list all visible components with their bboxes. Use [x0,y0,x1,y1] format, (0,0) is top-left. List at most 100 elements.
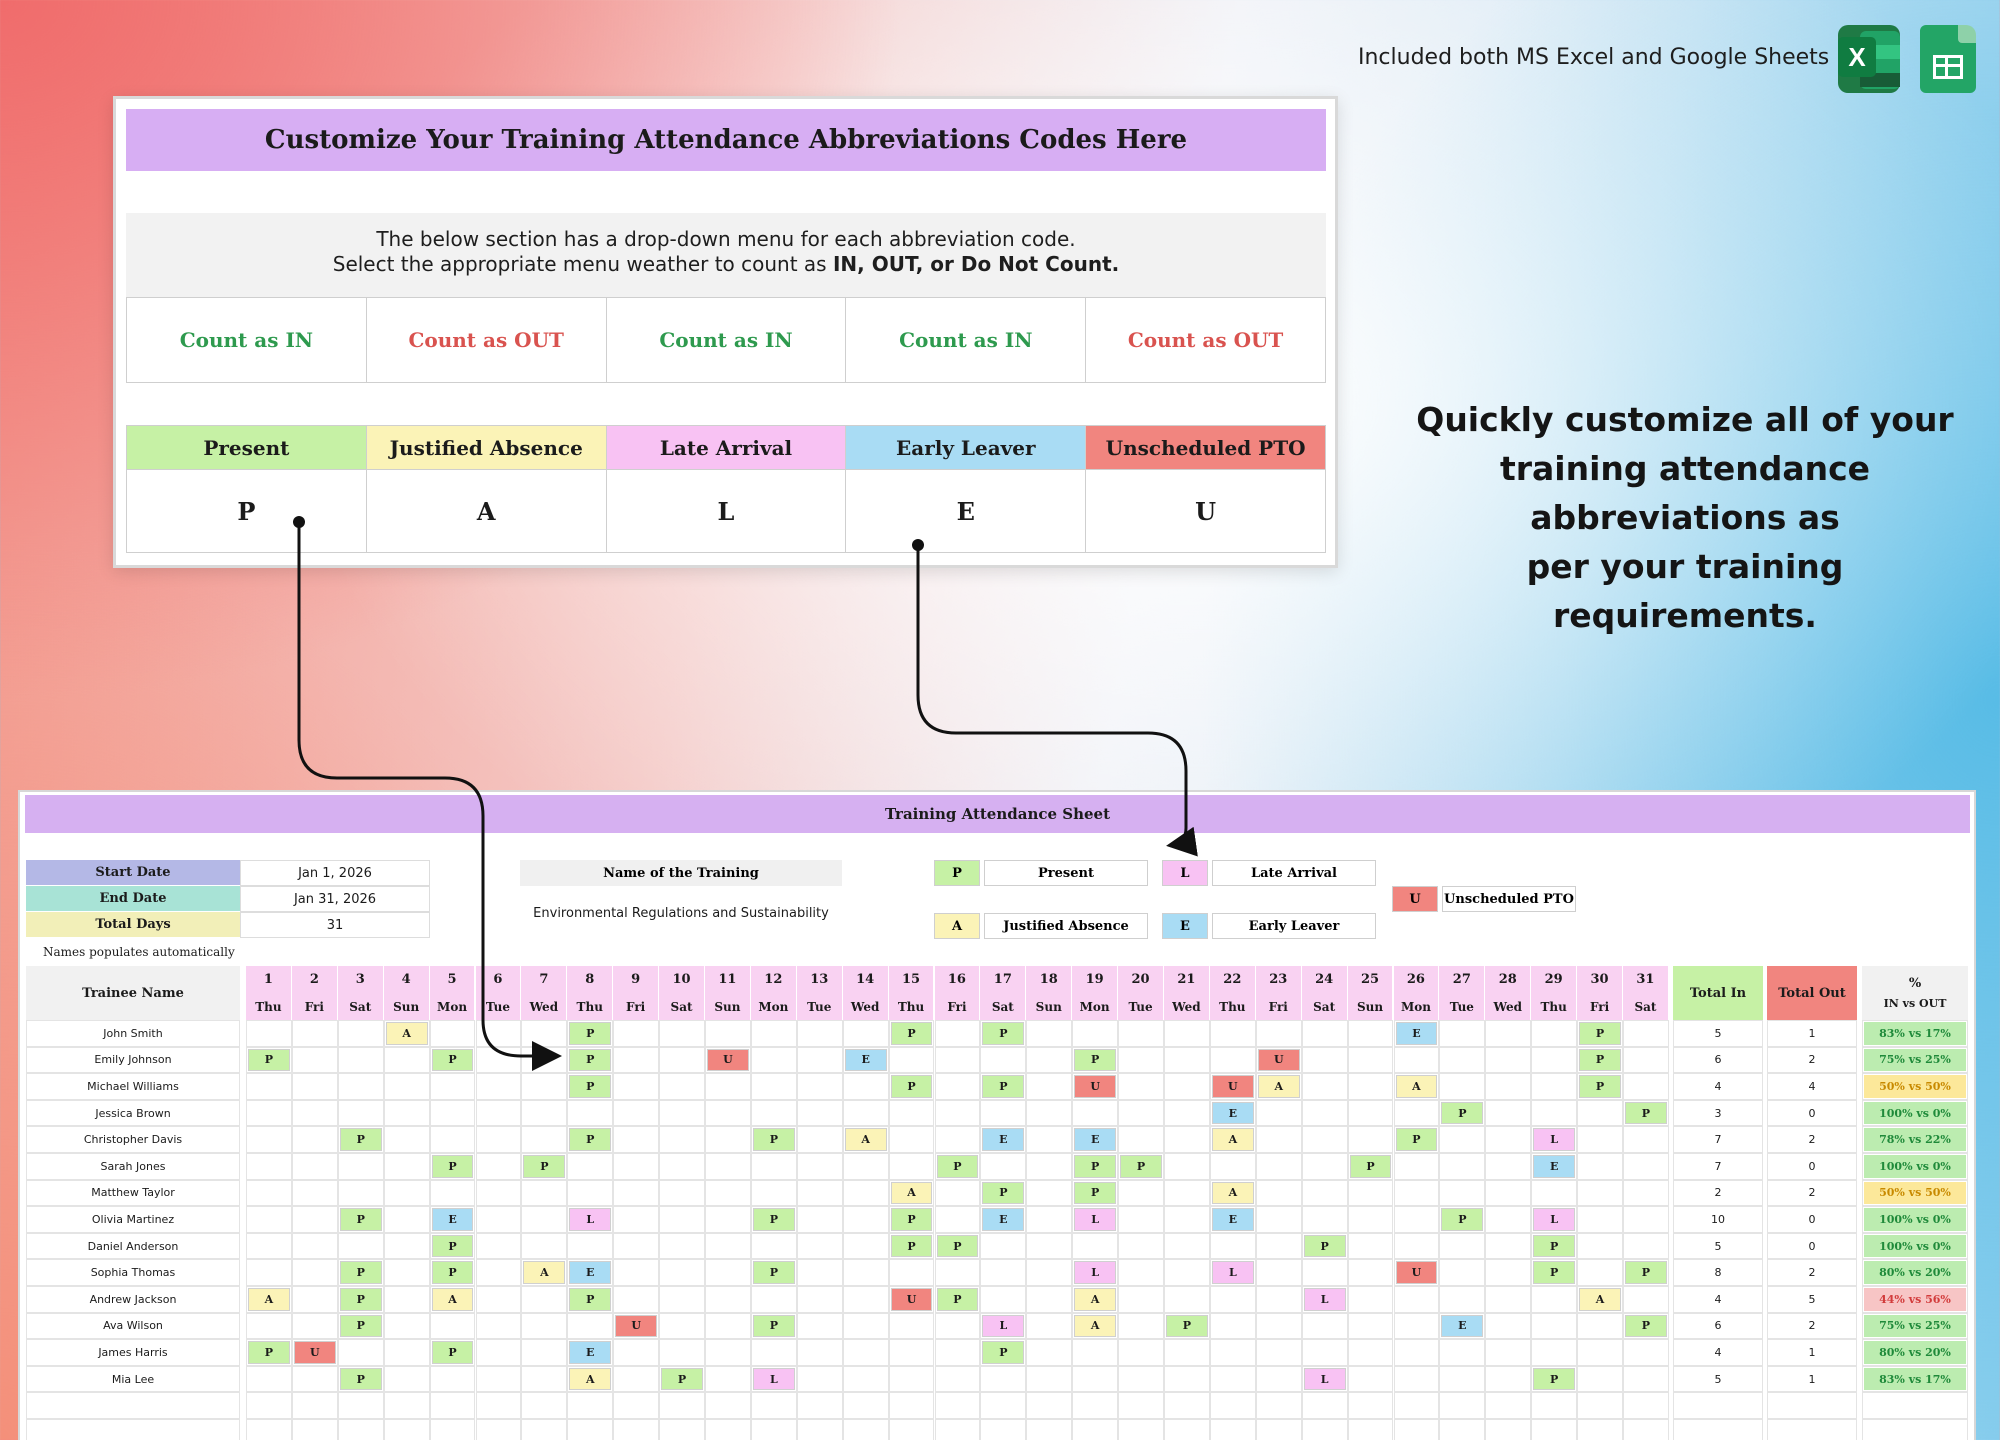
attendance-mark[interactable]: E [982,1128,1025,1151]
attendance-cell[interactable] [980,1286,1027,1313]
attendance-cell[interactable] [337,1020,384,1047]
attendance-cell[interactable] [521,1126,568,1153]
attendance-mark[interactable]: P [339,1208,382,1231]
attendance-cell[interactable] [1393,1339,1440,1366]
attendance-cell[interactable] [567,1232,614,1260]
attendance-cell[interactable] [1577,1206,1623,1233]
attendance-cell[interactable] [613,1126,660,1153]
attendance-cell[interactable] [567,1419,614,1440]
attendance-cell[interactable] [1439,1046,1486,1074]
attendance-cell[interactable] [613,1259,660,1286]
attendance-cell[interactable] [659,1020,705,1047]
attendance-cell[interactable] [659,1153,705,1180]
attendance-cell[interactable] [842,1232,889,1260]
attendance-mark[interactable]: U [1395,1261,1438,1284]
attendance-cell[interactable] [475,1179,522,1207]
attendance-mark[interactable]: E [982,1208,1025,1231]
attendance-mark[interactable]: U [1074,1075,1117,1098]
attendance-cell[interactable] [291,1392,338,1419]
attendance-mark[interactable]: E [1395,1022,1438,1045]
attendance-cell[interactable] [659,1099,705,1127]
attendance-cell[interactable] [475,1073,522,1100]
attendance-cell[interactable] [1531,1286,1578,1313]
attendance-cell[interactable] [1164,1419,1210,1440]
attendance-mark[interactable]: P [248,1048,290,1072]
attendance-cell[interactable] [796,1099,843,1127]
attendance-cell[interactable] [1118,1286,1164,1313]
attendance-mark[interactable]: A [1257,1075,1300,1098]
attendance-cell[interactable] [1485,1312,1532,1340]
attendance-cell[interactable] [429,1392,476,1419]
attendance-cell[interactable] [613,1153,660,1180]
attendance-cell[interactable] [1485,1153,1532,1180]
attendance-cell[interactable] [1623,1339,1669,1366]
attendance-cell[interactable] [1439,1179,1486,1207]
attendance-cell[interactable] [1531,1020,1578,1047]
attendance-cell[interactable] [613,1046,660,1074]
attendance-cell[interactable] [1118,1099,1164,1127]
attendance-cell[interactable] [246,1179,292,1207]
attendance-cell[interactable] [1577,1179,1623,1207]
attendance-cell[interactable] [934,1126,981,1153]
attendance-cell[interactable] [1577,1312,1623,1340]
attendance-cell[interactable] [750,1339,797,1366]
attendance-cell[interactable] [1347,1046,1394,1074]
attendance-cell[interactable] [1485,1179,1532,1207]
attendance-mark[interactable]: P [1533,1367,1576,1391]
attendance-cell[interactable] [1301,1153,1348,1180]
attendance-mark[interactable]: A [1395,1075,1438,1098]
attendance-cell[interactable] [291,1312,338,1340]
attendance-cell[interactable] [291,1020,338,1047]
attendance-cell[interactable] [705,1126,751,1153]
attendance-cell[interactable] [246,1259,292,1286]
attendance-cell[interactable] [1577,1126,1623,1153]
attendance-cell[interactable] [1164,1339,1210,1366]
attendance-cell[interactable] [337,1339,384,1366]
attendance-cell[interactable] [246,1020,292,1047]
attendance-cell[interactable] [1531,1073,1578,1100]
attendance-cell[interactable] [1209,1365,1256,1393]
attendance-cell[interactable] [1164,1020,1210,1047]
attendance-cell[interactable] [1026,1153,1073,1180]
attendance-cell[interactable] [980,1153,1027,1180]
attendance-cell[interactable] [1393,1365,1440,1393]
attendance-mark[interactable]: A [1579,1288,1621,1311]
attendance-mark[interactable]: U [707,1048,749,1072]
attendance-cell[interactable] [1118,1419,1164,1440]
attendance-cell[interactable] [1623,1232,1669,1260]
attendance-cell[interactable] [888,1419,935,1440]
attendance-cell[interactable] [1301,1099,1348,1127]
attendance-cell[interactable] [1209,1020,1256,1047]
attendance-cell[interactable] [1623,1286,1669,1313]
attendance-cell[interactable] [796,1206,843,1233]
training-name-value[interactable]: Environmental Regulations and Sustainabi… [533,905,829,921]
attendance-cell[interactable] [1439,1020,1486,1047]
code-input[interactable]: P [237,496,256,526]
attendance-cell[interactable] [796,1365,843,1393]
attendance-mark[interactable]: P [569,1288,612,1311]
attendance-cell[interactable] [1623,1126,1669,1153]
attendance-cell[interactable] [1026,1126,1073,1153]
attendance-mark[interactable]: A [1074,1314,1117,1338]
attendance-cell[interactable] [1026,1259,1073,1286]
attendance-cell[interactable] [659,1073,705,1100]
attendance-cell[interactable] [1623,1365,1669,1393]
attendance-cell[interactable] [1118,1392,1164,1419]
attendance-cell[interactable] [246,1419,292,1440]
attendance-mark[interactable]: P [890,1022,933,1045]
attendance-cell[interactable] [934,1365,981,1393]
attendance-cell[interactable] [291,1126,338,1153]
attendance-cell[interactable] [659,1126,705,1153]
attendance-cell[interactable] [1347,1099,1394,1127]
attendance-cell[interactable] [521,1232,568,1260]
attendance-cell[interactable] [1164,1206,1210,1233]
attendance-cell[interactable] [934,1020,981,1047]
attendance-mark[interactable]: P [936,1288,979,1311]
attendance-cell[interactable] [796,1259,843,1286]
attendance-cell[interactable] [1623,1153,1669,1180]
attendance-cell[interactable] [1164,1286,1210,1313]
attendance-cell[interactable] [796,1286,843,1313]
attendance-cell[interactable] [1439,1232,1486,1260]
attendance-cell[interactable] [246,1232,292,1260]
attendance-cell[interactable] [521,1312,568,1340]
